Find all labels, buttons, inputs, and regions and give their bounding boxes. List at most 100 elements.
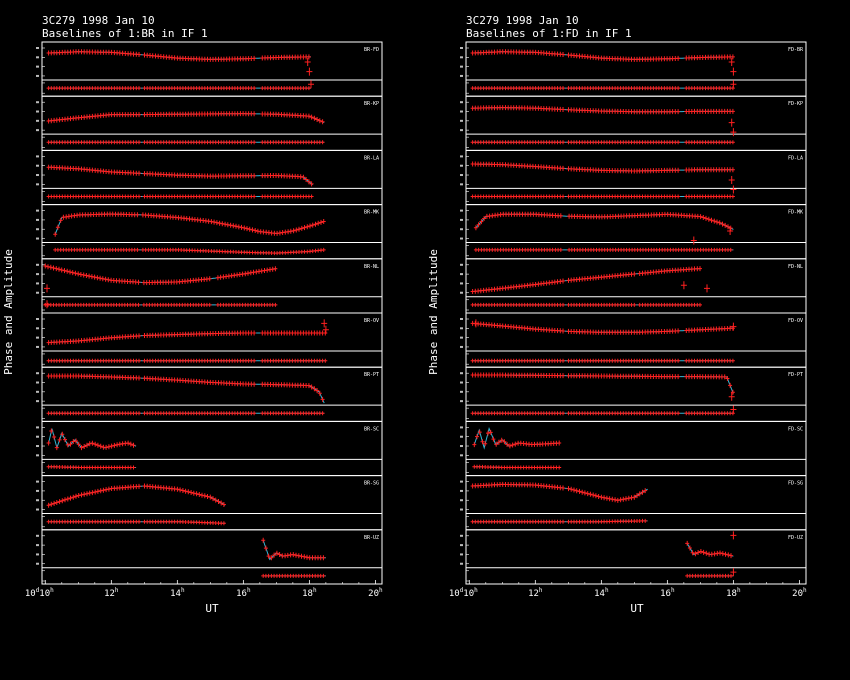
baseline-label: FD-KP [788,101,803,107]
y-tick-label [460,237,463,240]
baseline-label: BR-PT [364,372,379,378]
y-tick-label [36,56,39,59]
x-tick-label: 16h [236,587,251,599]
y-tick-label [36,74,39,77]
y-tick-label [36,544,39,547]
y-tick-label [460,508,463,511]
x-axis-label-right: UT [630,602,644,615]
baseline-panel-br-kp: BR-KP [36,95,383,151]
baseline-label: FD-LA [788,155,803,161]
y-tick-label [460,381,463,384]
baseline-panel-fd-uz: FD-UZ [460,529,807,585]
y-tick-label [460,553,463,556]
y-tick-label [36,47,39,49]
y-tick-label [460,101,463,104]
baseline-panel-fd-pt: FD-PT [460,366,807,422]
visibility-data-points [46,428,136,470]
baseline-panel-br-mk: BR-MK [36,204,383,260]
y-tick-label [36,562,39,565]
y-tick-label [460,544,463,547]
y-tick-label [460,119,463,122]
y-tick-label [36,489,39,492]
baseline-panel-br-la: BR-LA [36,149,383,206]
phase-model-line [48,375,325,404]
x-tick-label: 20h [368,587,383,599]
x-tick-label: 16h [660,587,675,599]
visibility-data-points [473,211,734,252]
y-tick-label [460,372,463,375]
y-tick-label [460,327,463,330]
baseline-label: BR-LA [364,155,379,161]
y-tick-label [36,345,39,348]
x-tick-label: 14h [170,587,185,599]
chart-subtitle-right: Baselines of 1:FD in IF 1 [466,27,632,40]
baseline-label: FD-SC [788,426,803,432]
y-tick-label [460,426,463,429]
y-tick-label [36,282,39,285]
baseline-label: BR-SC [364,426,379,432]
baseline-panel-br-fd: BR-FD [36,41,383,97]
baseline-label: BR-UZ [364,535,379,541]
y-tick-label [460,47,463,49]
y-tick-label [36,155,39,158]
chart-subtitle-left: Baselines of 1:BR in IF 1 [42,27,208,40]
baseline-panel-br-sg: BR-SG [36,475,383,531]
baseline-label: BR-NL [364,264,379,270]
y-tick-label [460,155,463,158]
y-tick-label [460,562,463,565]
visibility-data-points [53,211,326,256]
baseline-label: FD-UZ [788,535,803,541]
x-tick-label: 10d10h [449,587,478,599]
y-tick-label [36,174,39,177]
y-tick-label [460,183,463,186]
baseline-panel-fd-sg: FD-SG [460,475,807,531]
x-tick-label: 12h [104,587,119,599]
baseline-panel-br-uz: BR-UZ [36,529,383,585]
x-axis-label-left: UT [205,602,219,615]
baseline-label: FD-NL [788,264,803,270]
y-tick-label [36,390,39,393]
y-tick-label [36,372,39,375]
y-tick-label [460,345,463,348]
baseline-panel-fd-br: FD-BR [460,41,807,97]
visibility-data-points [46,111,325,145]
visibility-data-points [46,49,314,91]
visibility-data-points [261,537,326,578]
panel-frame [465,529,807,585]
y-tick-label [36,553,39,556]
y-tick-label [36,336,39,339]
y-tick-label [460,263,463,266]
y-tick-label [36,381,39,384]
visibility-data-points [46,373,325,416]
visibility-data-points [46,319,329,363]
x-tick-label: 18h [302,587,317,599]
y-tick-label [460,74,463,77]
x-tick-label: 14h [594,587,609,599]
baseline-panel-br-ov: BR-OV [36,312,383,368]
visibility-data-points [470,319,737,363]
y-tick-label [36,228,39,231]
y-tick-label [36,65,39,68]
baseline-panel-br-sc: BR-SC [36,420,383,477]
y-tick-label [36,263,39,266]
baseline-label: BR-SG [364,481,379,487]
baseline-label: FD-SG [788,481,803,487]
y-tick-label [460,480,463,483]
y-tick-label [36,129,39,132]
visibility-data-points [470,49,737,91]
baseline-label: FD-BR [788,47,804,53]
visibility-data-points [685,531,737,578]
y-tick-label [460,282,463,285]
y-tick-label [460,228,463,231]
y-axis-label-right: Phase and Amplitude [427,249,440,375]
visibility-data-points [472,429,562,470]
y-tick-label [36,183,39,186]
phase-model-line [473,427,561,450]
y-tick-label [460,174,463,177]
y-tick-label [36,164,39,167]
y-tick-label [460,445,463,448]
y-tick-label [460,110,463,113]
chart-title-left: 3C279 1998 Jan 10 [42,14,155,27]
y-tick-label [460,273,463,276]
y-tick-label [36,291,39,294]
